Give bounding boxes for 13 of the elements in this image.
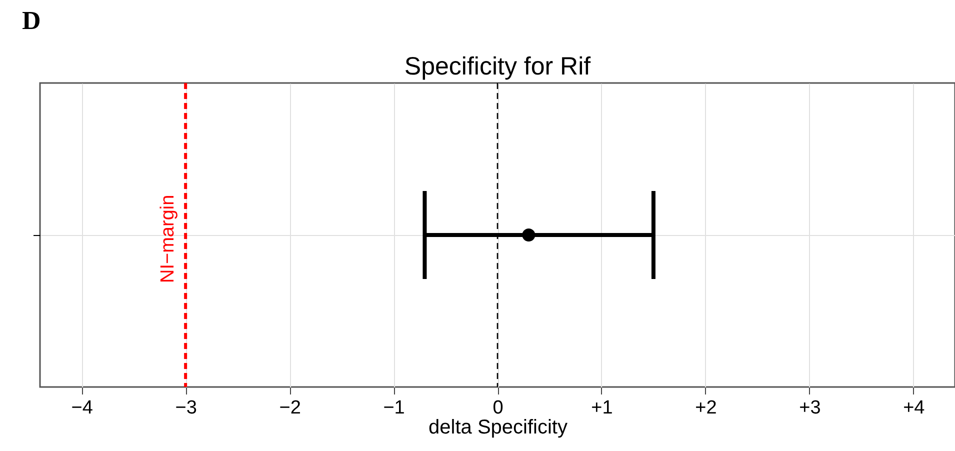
chart-title: Specificity for Rif [404,52,591,80]
x-tick-label: +1 [591,398,613,418]
x-tick-label: 0 [492,398,504,418]
ref-line-label: NI−margin [158,194,179,283]
text: D [22,6,41,36]
x-tick-label: −3 [175,398,197,418]
x-tick-label: −1 [383,398,405,418]
x-tick-label: +2 [695,398,717,418]
x-tick-label: +4 [903,398,926,418]
x-tick-label: +3 [799,398,821,418]
x-tick-label: −4 [71,398,94,418]
x-axis-title: delta Specificity [428,416,568,438]
x-tick-label: −2 [279,398,301,418]
